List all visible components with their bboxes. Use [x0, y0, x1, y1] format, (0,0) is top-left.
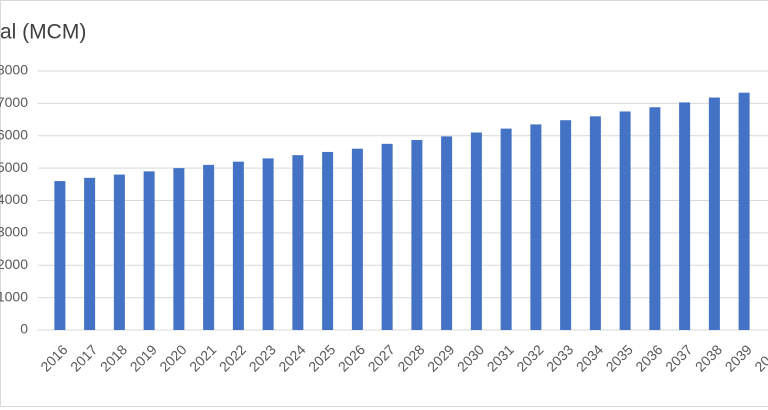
y-tick-label: 2000 [0, 256, 28, 272]
bar [738, 92, 750, 330]
x-tick-label: 2039 [722, 341, 755, 374]
x-tick-label: 2038 [692, 341, 725, 374]
x-tick-label: 2022 [216, 341, 249, 374]
chart-title: al (MCM) [0, 21, 86, 44]
x-tick-label: 2027 [365, 341, 398, 374]
x-tick-label: 2023 [246, 341, 279, 374]
x-tick-label: 2029 [424, 341, 457, 374]
y-tick-label: 4000 [0, 191, 28, 207]
x-tick-label: 2020 [156, 341, 189, 374]
bar [381, 143, 393, 330]
x-tick-label: 2021 [186, 341, 219, 374]
x-tick-label: 2030 [454, 341, 487, 374]
x-tick-label: 2033 [543, 341, 576, 374]
x-tick-label: 2032 [513, 341, 546, 374]
bar [292, 155, 304, 330]
bar [262, 158, 274, 330]
bar [143, 171, 155, 330]
x-tick-label: 2025 [305, 341, 338, 374]
bar [441, 136, 453, 330]
y-tick-label: 7000 [0, 94, 28, 110]
bar [589, 116, 601, 330]
x-tick-label: 2018 [97, 341, 130, 374]
bar [351, 148, 363, 330]
bar [113, 174, 125, 330]
x-tick-label: 2034 [573, 341, 606, 374]
x-tick-label: 2036 [632, 341, 665, 374]
bar [619, 111, 631, 330]
x-tick-label: 2035 [603, 341, 636, 374]
y-tick-label: 3000 [0, 224, 28, 240]
bar [84, 177, 96, 330]
bar [322, 151, 334, 330]
x-tick-label: 2031 [484, 341, 517, 374]
x-tick-label: 2019 [127, 341, 160, 374]
x-tick-label: 2028 [394, 341, 427, 374]
x-tick-label: 2037 [662, 341, 695, 374]
bar [708, 97, 720, 330]
y-tick-label: 6000 [0, 126, 28, 142]
x-tick-label: 2026 [335, 341, 368, 374]
y-tick-label: 1000 [0, 288, 28, 304]
bar [232, 161, 244, 330]
x-tick-label: 2017 [67, 341, 100, 374]
bar [560, 120, 572, 331]
bar [500, 128, 512, 330]
bar [411, 139, 423, 330]
bar [530, 124, 542, 330]
bar [54, 181, 66, 330]
x-tick-label: 2040 [751, 341, 768, 374]
y-tick-label: 8000 [0, 62, 28, 78]
x-tick-label: 2024 [275, 341, 308, 374]
bar [649, 107, 661, 330]
bar [203, 164, 215, 330]
y-tick-label: 5000 [0, 159, 28, 175]
bar [173, 168, 185, 330]
y-tick-label: 0 [20, 321, 28, 337]
x-tick-label: 2016 [37, 341, 70, 374]
bar [470, 132, 482, 330]
bar [679, 102, 691, 330]
